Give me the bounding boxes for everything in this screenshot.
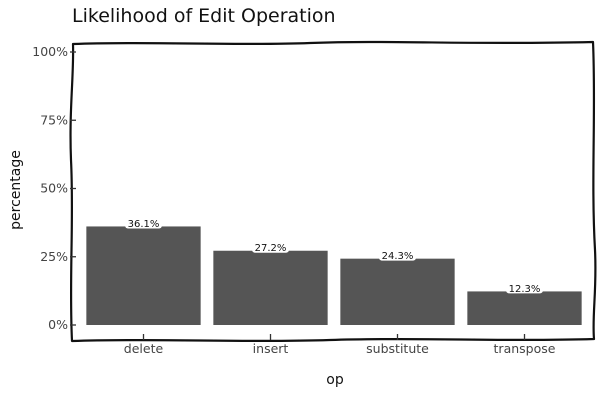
data-label-substitute: 24.3% [382, 251, 414, 262]
x-tick-label-insert: insert [253, 341, 289, 356]
bar-insert [213, 250, 328, 325]
data-label-background [506, 282, 543, 294]
y-tick-label: 0% [48, 317, 68, 332]
x-axis: delete insert substitute transpose [124, 334, 556, 356]
y-tick-label: 75% [40, 112, 68, 127]
bar-substitute [340, 258, 455, 325]
x-tick-label-transpose: transpose [494, 341, 556, 356]
x-tick-label-delete: delete [124, 341, 164, 356]
plot-frame [69, 40, 597, 343]
data-label-background [379, 249, 416, 261]
data-label-insert: 27.2% [255, 243, 287, 254]
y-tick-label: 25% [40, 249, 68, 264]
y-axis: 0% 25% 50% 75% 100% [32, 44, 76, 332]
y-tick-label: 50% [40, 181, 68, 196]
data-label-background [252, 241, 289, 253]
x-tick-label-substitute: substitute [366, 341, 429, 356]
data-label-transpose: 12.3% [509, 284, 541, 295]
x-axis-label: op [326, 372, 344, 388]
chart-title: Likelihood of Edit Operation [72, 5, 336, 27]
bar-transpose [467, 291, 582, 325]
data-label-delete: 36.1% [128, 219, 160, 230]
y-tick-label: 100% [32, 44, 68, 59]
data-label-background [125, 217, 162, 229]
bar-delete [86, 226, 201, 325]
bars-group: 36.1% 27.2% 24.3% 12.3% [86, 217, 582, 325]
y-axis-label: percentage [8, 150, 24, 230]
